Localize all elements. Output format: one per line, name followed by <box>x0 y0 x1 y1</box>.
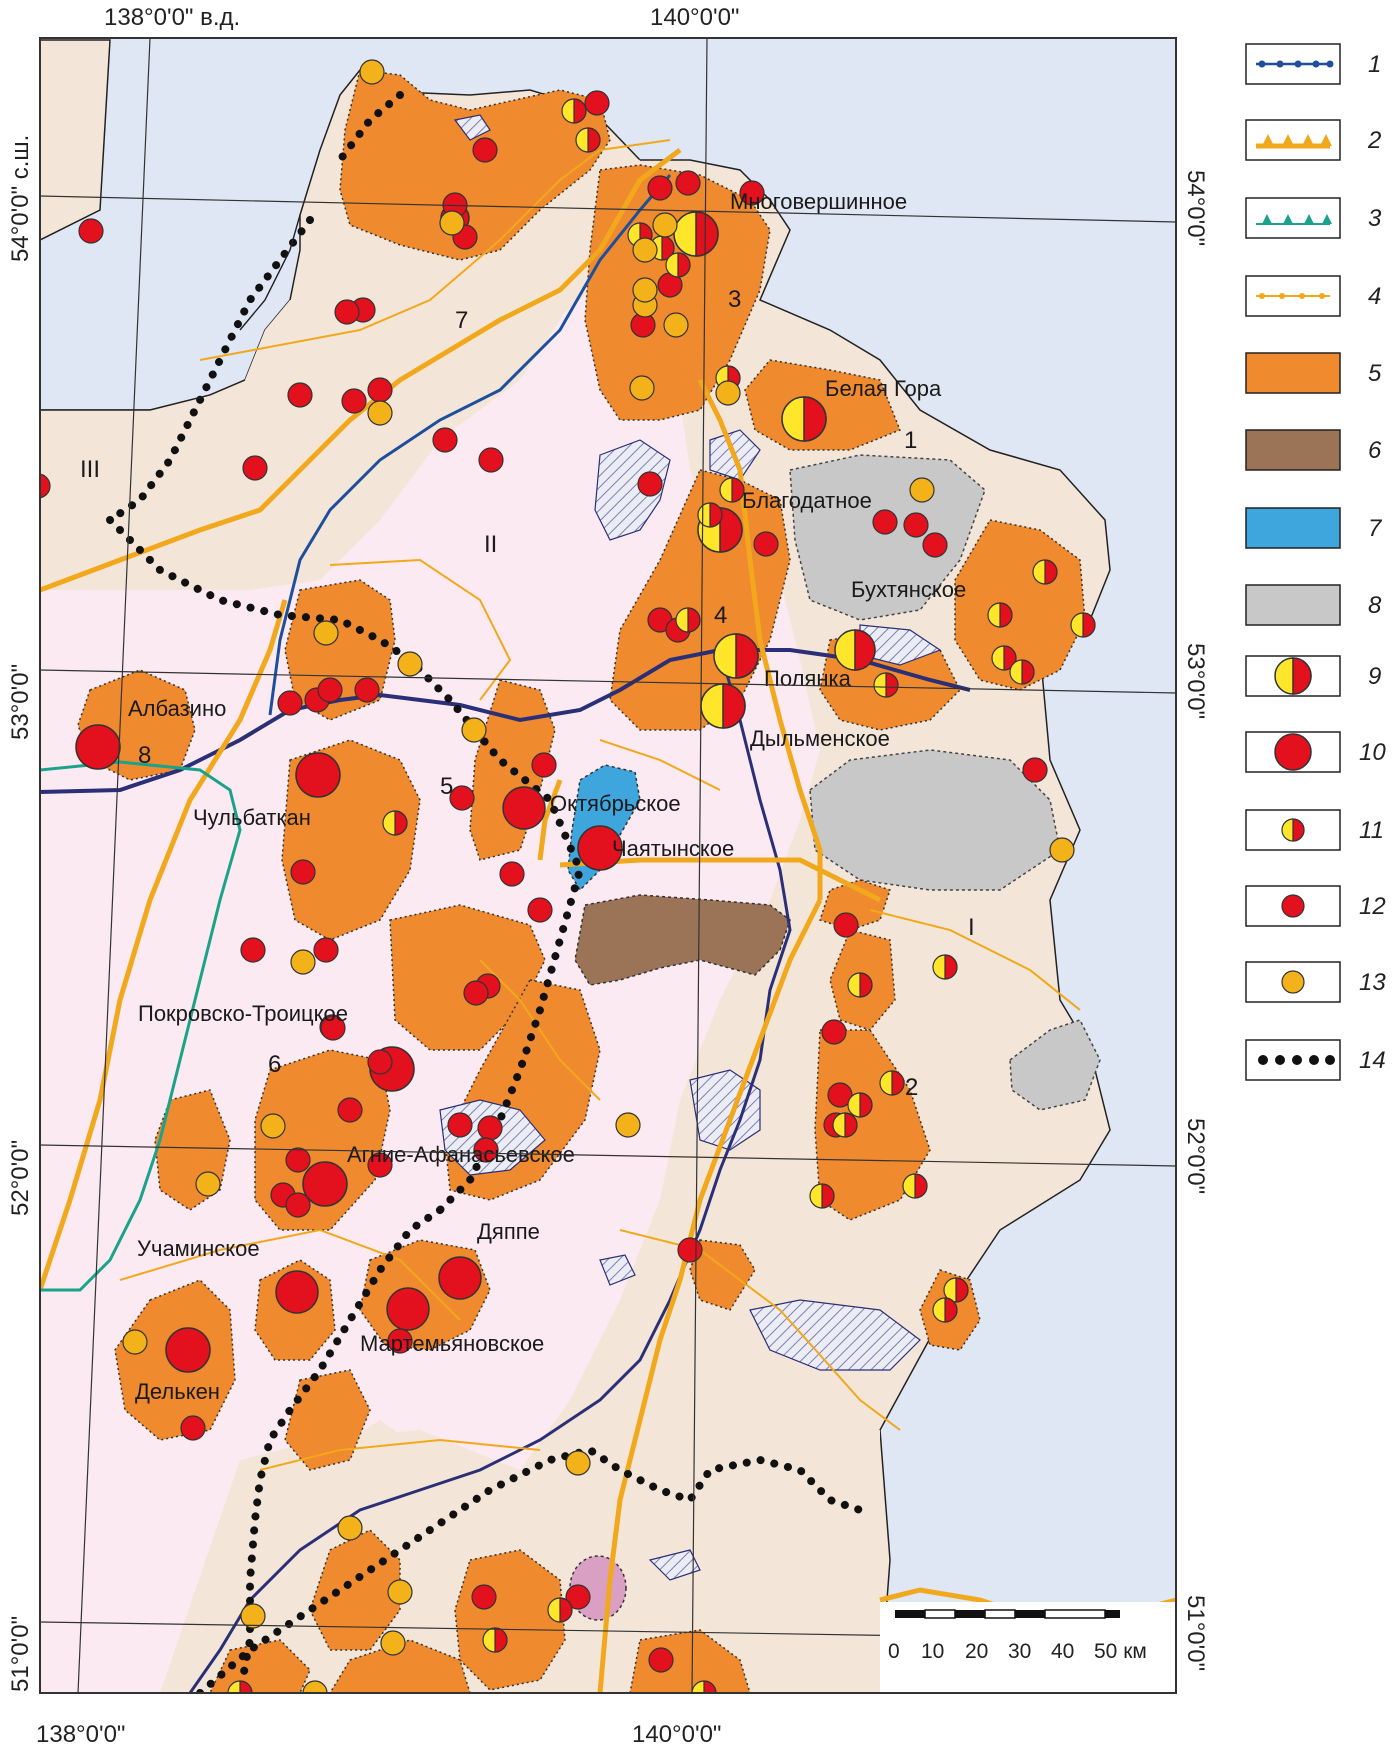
blue-boundary-line <box>268 174 672 716</box>
scale-tick-0: 0 <box>888 1640 900 1663</box>
coord-bottom-lon-left: 138°0'0" <box>36 1721 125 1748</box>
region-II: II <box>484 531 497 558</box>
legend-label-2: 2 <box>1367 127 1381 154</box>
legend-item-14: 14 <box>1245 1039 1386 1081</box>
coord-lat-53-right: 53°0'0" <box>1182 643 1209 719</box>
coordinate-labels: 138°0'0" в.д. 140°0'0" 138°0'0" 140°0'0"… <box>7 4 1209 1748</box>
deposits <box>40 59 1096 1693</box>
place-martemyanovskoe: Мартемьяновское <box>360 1331 544 1356</box>
coord-lat-54-right: 54°0'0" <box>1182 170 1209 246</box>
scale-tick-50: 50 км <box>1094 1640 1147 1663</box>
legend-item-12: 12 <box>1245 885 1386 927</box>
region-1: 1 <box>904 427 917 454</box>
scale-tick-20: 20 <box>965 1640 988 1663</box>
legend-item-11: 11 <box>1245 809 1384 851</box>
place-uchaminskoe: Учаминское <box>137 1236 260 1261</box>
place-polyanka: Полянка <box>764 666 852 691</box>
black-dotted-lines <box>106 91 864 1693</box>
legend-label-6: 6 <box>1368 437 1382 464</box>
thin-orange-boundaries <box>119 139 1081 1471</box>
coord-lat-54-left: 54°0'0" с.ш. <box>7 135 34 262</box>
coord-lat-52-right: 52°0'0" <box>1182 1118 1209 1194</box>
legend-item-3: 3 <box>1245 197 1382 239</box>
legend-item-8: 8 <box>1245 584 1382 626</box>
legend-label-4: 4 <box>1368 283 1381 310</box>
scale-tick-40: 40 <box>1051 1640 1074 1663</box>
legend-item-1: 1 <box>1245 43 1381 85</box>
region-numbers: 1 2 3 4 5 6 7 8 I II III <box>80 286 975 1101</box>
region-7: 7 <box>455 307 468 334</box>
legend-item-9: 9 <box>1245 655 1381 697</box>
region-2: 2 <box>905 1074 918 1101</box>
region-I: I <box>968 914 975 941</box>
legend-item-6: 6 <box>1245 429 1382 471</box>
coastline <box>40 214 301 411</box>
legend-label-12: 12 <box>1359 893 1386 920</box>
coord-top-lon-right: 140°0'0" <box>650 4 739 31</box>
map-border <box>39 37 1177 1694</box>
land-north-beige <box>40 150 640 590</box>
coord-bottom-lon-right: 140°0'0" <box>632 1721 721 1748</box>
scale-tick-30: 30 <box>1008 1640 1031 1663</box>
place-dylmenskoe: Дыльменское <box>750 726 890 751</box>
legend-item-13: 13 <box>1245 961 1386 1003</box>
coord-top-lon-left: 138°0'0" в.д. <box>104 4 240 31</box>
place-labels: Многовершинное Белая Гора Благодатное Бу… <box>128 189 966 1404</box>
legend-item-2: 2 <box>1245 119 1381 161</box>
scale-tick-10: 10 <box>921 1640 944 1663</box>
amur-river-south <box>188 649 792 1693</box>
legend-item-7: 7 <box>1245 507 1383 549</box>
region-4: 4 <box>714 602 727 629</box>
legend-item-10: 10 <box>1245 731 1386 773</box>
map-body: Многовершинное Белая Гора Благодатное Бу… <box>40 38 1176 1693</box>
amur-river <box>40 648 971 794</box>
coord-lat-53-left: 53°0'0" <box>7 664 34 740</box>
legend-label-5: 5 <box>1368 360 1382 387</box>
place-pokrovsko-troitskoe: Покровско-Троицкое <box>138 1001 348 1026</box>
place-bukhtyanskoe: Бухтянское <box>851 577 966 602</box>
place-chulbatkan: Чульбаткан <box>193 805 311 830</box>
legend-label-13: 13 <box>1359 969 1386 996</box>
place-oktyabrskoe: Октябрьское <box>550 791 681 816</box>
region-6: 6 <box>268 1051 281 1078</box>
green-boundary-line <box>40 760 242 1292</box>
legend: 1 2 3 4 5 6 <box>1245 43 1386 1081</box>
grey-area-southeast <box>1009 1019 1101 1111</box>
legend-label-11: 11 <box>1359 817 1384 844</box>
legend-label-3: 3 <box>1368 205 1382 232</box>
place-mnogovershinnoe: Многовершинное <box>730 189 907 214</box>
peninsula-west <box>40 39 111 241</box>
small-orange-deposits <box>122 59 1075 1693</box>
place-dyappe: Дяппе <box>477 1219 540 1244</box>
legend-label-10: 10 <box>1359 739 1386 766</box>
legend-label-14: 14 <box>1359 1047 1386 1074</box>
place-blagodatnoe: Благодатное <box>742 488 872 513</box>
grey-area-bukhtyanskoe <box>789 454 986 621</box>
region-8: 8 <box>138 742 151 769</box>
place-belaya-gora: Белая Гора <box>825 376 942 401</box>
legend-label-9: 9 <box>1368 663 1381 690</box>
coord-lat-51-left: 51°0'0" <box>7 1616 34 1692</box>
place-chayatynskoe: Чаятынское <box>612 836 734 861</box>
region-3: 3 <box>728 286 741 313</box>
coord-lat-51-right: 51°0'0" <box>1182 1595 1209 1671</box>
coord-lat-52-left: 52°0'0" <box>7 1140 34 1216</box>
legend-label-1: 1 <box>1368 51 1381 78</box>
legend-label-8: 8 <box>1368 592 1382 619</box>
legend-item-5: 5 <box>1245 352 1382 394</box>
region-5: 5 <box>440 773 453 800</box>
brown-area <box>574 894 791 986</box>
place-albazino: Албазино <box>128 696 226 721</box>
scale-bar: 0 10 20 30 40 50 км <box>880 1602 1176 1693</box>
place-delken: Делькен <box>135 1379 220 1404</box>
legend-label-7: 7 <box>1368 515 1383 542</box>
region-III: III <box>80 456 100 483</box>
legend-item-4: 4 <box>1245 275 1381 317</box>
